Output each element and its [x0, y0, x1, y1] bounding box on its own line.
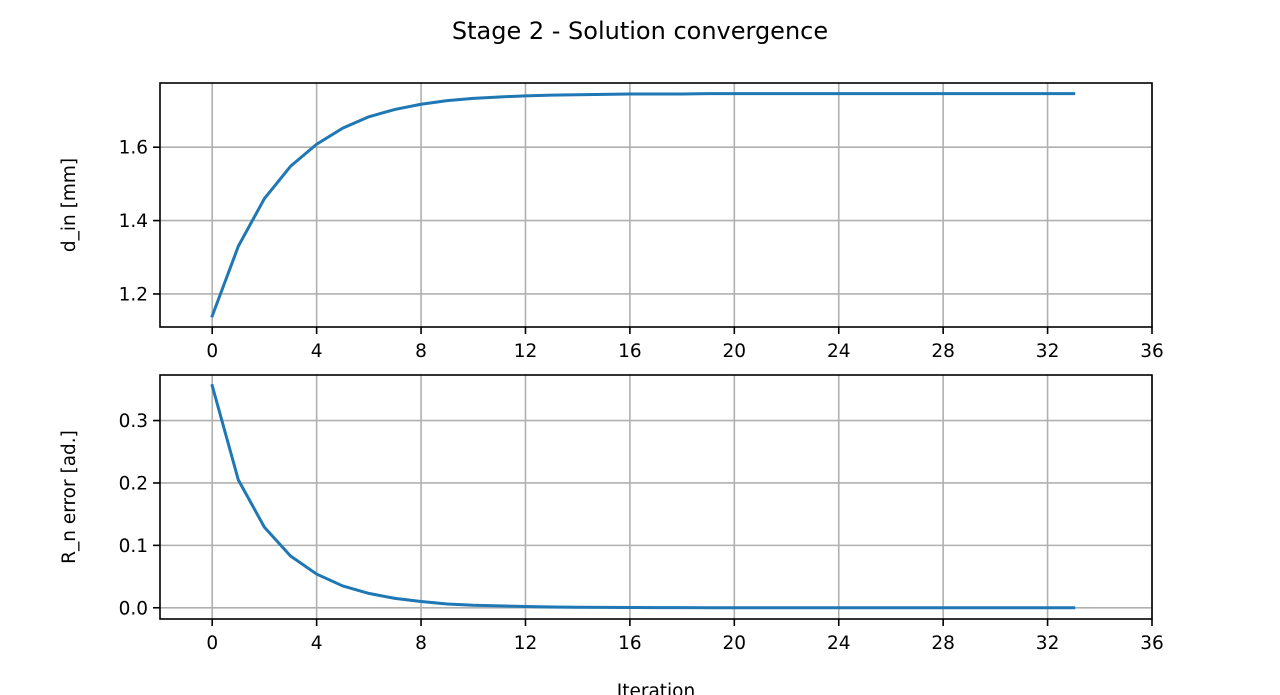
y-tick-label: 1.2: [119, 284, 148, 305]
x-tick-label: 8: [415, 341, 427, 362]
y-tick-label: 0.2: [119, 473, 148, 494]
series-line: [210, 383, 1076, 610]
x-tick-label: 12: [514, 341, 538, 362]
x-tick-label: 4: [311, 633, 323, 654]
x-tick-label: 16: [618, 341, 642, 362]
axes-frame: [159, 374, 1153, 620]
x-tick-label: 28: [931, 633, 955, 654]
axes-frame: [159, 82, 1153, 328]
y-axis-label: d_in [mm]: [59, 158, 80, 252]
top-subplot-d-in: 0 4 8 12 16 20 24 28 32 36 1.2 1.4 1.6 d_in [mm]: [59, 82, 1164, 362]
x-tick-label: 24: [827, 633, 851, 654]
x-tick-label: 32: [1036, 341, 1060, 362]
x-tick-label: 28: [931, 341, 955, 362]
y-axis-label: R_n error [ad.]: [59, 430, 80, 564]
bottom-subplot-rn-error: 0 4 8 12 16 20 24 28 32 36 0.0 0.1 0.2 0.3 R_n error […: [59, 374, 1164, 695]
y-tick-label: 1.6: [119, 138, 148, 159]
x-tick-label: 0: [206, 341, 218, 362]
x-tick-label: 24: [827, 341, 851, 362]
x-tick-label: 36: [1140, 633, 1164, 654]
x-tick-label: 20: [723, 341, 747, 362]
figure-title: Stage 2 - Solution convergence: [452, 17, 828, 45]
x-axis-label: Iteration: [617, 681, 695, 695]
y-tick-label: 0.1: [119, 536, 148, 557]
y-tick-label: 1.4: [119, 211, 148, 232]
x-tick-label: 8: [415, 633, 427, 654]
x-tick-label: 36: [1140, 341, 1164, 362]
x-tick-label: 12: [514, 633, 538, 654]
series-line: [210, 92, 1076, 318]
x-tick-label: 16: [618, 633, 642, 654]
x-tick-label: 32: [1036, 633, 1060, 654]
x-tick-label: 0: [206, 633, 218, 654]
y-tick-label: 0.0: [119, 598, 148, 619]
x-tick-label: 4: [311, 341, 323, 362]
y-tick-label: 0.3: [119, 411, 148, 432]
x-tick-label: 20: [723, 633, 747, 654]
